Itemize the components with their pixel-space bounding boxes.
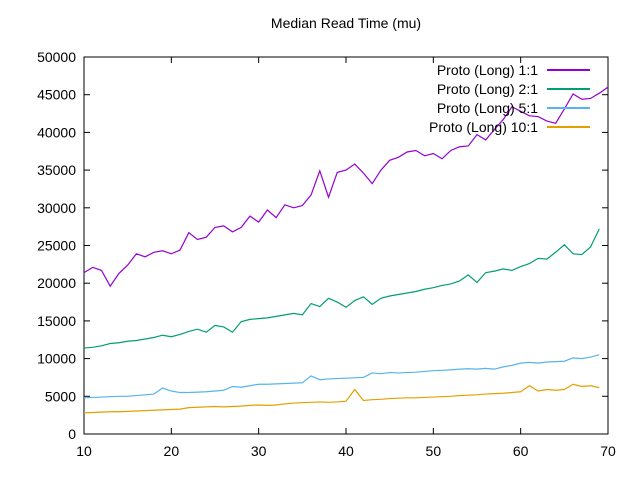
x-tick-label: 30	[251, 443, 267, 459]
legend-label: Proto (Long) 10:1	[429, 118, 538, 135]
legend-item: Proto (Long) 10:1	[0, 117, 590, 136]
legend-label: Proto (Long) 2:1	[436, 80, 538, 97]
series-line-1	[83, 86, 609, 288]
y-tick-label: 30000	[37, 200, 76, 216]
legend: Proto (Long) 1:1 Proto (Long) 2:1 Proto …	[0, 60, 590, 136]
legend-label: Proto (Long) 5:1	[436, 99, 538, 116]
series-line-2	[83, 228, 600, 349]
x-tick-label: 20	[164, 443, 180, 459]
y-tick-label: 45000	[37, 87, 76, 103]
y-tick-label: 5000	[45, 388, 76, 404]
y-tick-label: 50000	[37, 49, 76, 65]
legend-label: Proto (Long) 1:1	[436, 61, 538, 78]
y-tick-label: 15000	[37, 313, 76, 329]
series-line-3	[83, 354, 600, 399]
legend-line-sample	[547, 125, 590, 128]
legend-item: Proto (Long) 5:1	[0, 98, 590, 117]
legend-item: Proto (Long) 1:1	[0, 60, 590, 79]
y-tick-label: 10000	[37, 351, 76, 367]
legend-item: Proto (Long) 2:1	[0, 79, 590, 98]
y-tick-label: 40000	[37, 124, 76, 140]
series-line-4	[83, 383, 600, 414]
y-tick-label: 0	[68, 426, 76, 442]
x-tick-label: 10	[76, 443, 92, 459]
legend-line-sample	[547, 87, 590, 90]
x-tick-label: 50	[426, 443, 442, 459]
legend-line-sample	[547, 106, 590, 109]
y-tick-label: 20000	[37, 275, 76, 291]
chart-title: Median Read Time (mu)	[270, 15, 422, 31]
x-tick-label: 60	[513, 443, 529, 459]
y-tick-label: 25000	[37, 238, 76, 254]
x-tick-label: 70	[600, 443, 616, 459]
y-tick-label: 35000	[37, 162, 76, 178]
legend-line-sample	[547, 68, 590, 71]
x-tick-label: 40	[338, 443, 354, 459]
